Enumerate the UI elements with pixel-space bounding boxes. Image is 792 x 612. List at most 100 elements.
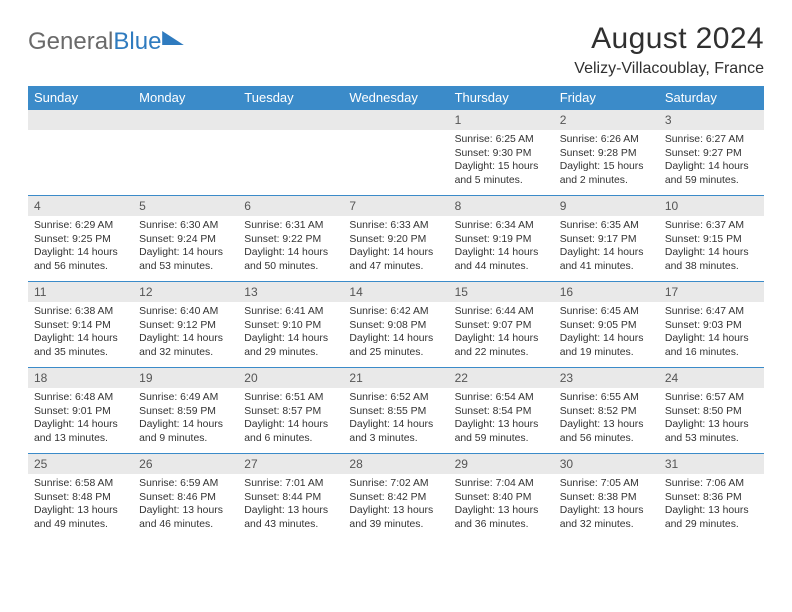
weekday-row: SundayMondayTuesdayWednesdayThursdayFrid…: [28, 86, 764, 110]
calendar-cell: 21Sunrise: 6:52 AMSunset: 8:55 PMDayligh…: [343, 368, 448, 454]
day-number-empty: [238, 110, 343, 130]
calendar-cell: [238, 110, 343, 196]
day-content: Sunrise: 6:34 AMSunset: 9:19 PMDaylight:…: [449, 216, 554, 278]
calendar-cell: [133, 110, 238, 196]
day-number: 14: [343, 282, 448, 302]
day-number: 23: [554, 368, 659, 388]
day-number: 31: [659, 454, 764, 474]
day-number: 17: [659, 282, 764, 302]
day-number: 21: [343, 368, 448, 388]
day-number: 8: [449, 196, 554, 216]
location-label: Velizy-Villacoublay, France: [574, 60, 764, 78]
day-number: 3: [659, 110, 764, 130]
calendar-cell: 2Sunrise: 6:26 AMSunset: 9:28 PMDaylight…: [554, 110, 659, 196]
day-number: 26: [133, 454, 238, 474]
day-content: Sunrise: 6:47 AMSunset: 9:03 PMDaylight:…: [659, 302, 764, 364]
calendar-cell: 31Sunrise: 7:06 AMSunset: 8:36 PMDayligh…: [659, 454, 764, 540]
calendar-cell: 20Sunrise: 6:51 AMSunset: 8:57 PMDayligh…: [238, 368, 343, 454]
calendar-cell: 11Sunrise: 6:38 AMSunset: 9:14 PMDayligh…: [28, 282, 133, 368]
day-number: 22: [449, 368, 554, 388]
day-content: Sunrise: 7:01 AMSunset: 8:44 PMDaylight:…: [238, 474, 343, 536]
calendar-cell: 7Sunrise: 6:33 AMSunset: 9:20 PMDaylight…: [343, 196, 448, 282]
day-number: 2: [554, 110, 659, 130]
day-content: Sunrise: 6:38 AMSunset: 9:14 PMDaylight:…: [28, 302, 133, 364]
day-content: Sunrise: 6:44 AMSunset: 9:07 PMDaylight:…: [449, 302, 554, 364]
day-content: Sunrise: 6:33 AMSunset: 9:20 PMDaylight:…: [343, 216, 448, 278]
day-number: 5: [133, 196, 238, 216]
day-number: 24: [659, 368, 764, 388]
day-content: Sunrise: 6:52 AMSunset: 8:55 PMDaylight:…: [343, 388, 448, 450]
calendar-cell: 12Sunrise: 6:40 AMSunset: 9:12 PMDayligh…: [133, 282, 238, 368]
calendar-cell: 27Sunrise: 7:01 AMSunset: 8:44 PMDayligh…: [238, 454, 343, 540]
day-content: Sunrise: 6:45 AMSunset: 9:05 PMDaylight:…: [554, 302, 659, 364]
day-content: Sunrise: 7:02 AMSunset: 8:42 PMDaylight:…: [343, 474, 448, 536]
day-number: 28: [343, 454, 448, 474]
calendar-cell: 30Sunrise: 7:05 AMSunset: 8:38 PMDayligh…: [554, 454, 659, 540]
day-number: 6: [238, 196, 343, 216]
calendar-cell: 8Sunrise: 6:34 AMSunset: 9:19 PMDaylight…: [449, 196, 554, 282]
calendar-cell: [28, 110, 133, 196]
calendar-cell: 18Sunrise: 6:48 AMSunset: 9:01 PMDayligh…: [28, 368, 133, 454]
day-content: Sunrise: 6:42 AMSunset: 9:08 PMDaylight:…: [343, 302, 448, 364]
day-number-empty: [133, 110, 238, 130]
day-content: Sunrise: 7:06 AMSunset: 8:36 PMDaylight:…: [659, 474, 764, 536]
day-content: Sunrise: 6:40 AMSunset: 9:12 PMDaylight:…: [133, 302, 238, 364]
calendar-cell: 13Sunrise: 6:41 AMSunset: 9:10 PMDayligh…: [238, 282, 343, 368]
calendar-cell: 14Sunrise: 6:42 AMSunset: 9:08 PMDayligh…: [343, 282, 448, 368]
day-content: Sunrise: 6:57 AMSunset: 8:50 PMDaylight:…: [659, 388, 764, 450]
calendar-cell: 22Sunrise: 6:54 AMSunset: 8:54 PMDayligh…: [449, 368, 554, 454]
calendar-cell: 19Sunrise: 6:49 AMSunset: 8:59 PMDayligh…: [133, 368, 238, 454]
day-content: Sunrise: 6:59 AMSunset: 8:46 PMDaylight:…: [133, 474, 238, 536]
brand-sail-icon: [163, 31, 185, 45]
calendar-row: 4Sunrise: 6:29 AMSunset: 9:25 PMDaylight…: [28, 196, 764, 282]
day-content: Sunrise: 6:54 AMSunset: 8:54 PMDaylight:…: [449, 388, 554, 450]
day-content: Sunrise: 7:04 AMSunset: 8:40 PMDaylight:…: [449, 474, 554, 536]
day-content: Sunrise: 6:49 AMSunset: 8:59 PMDaylight:…: [133, 388, 238, 450]
day-content: Sunrise: 6:51 AMSunset: 8:57 PMDaylight:…: [238, 388, 343, 450]
weekday-header: Monday: [133, 86, 238, 110]
calendar-cell: 1Sunrise: 6:25 AMSunset: 9:30 PMDaylight…: [449, 110, 554, 196]
brand-logo: GeneralBlue: [28, 28, 182, 56]
calendar-cell: 25Sunrise: 6:58 AMSunset: 8:48 PMDayligh…: [28, 454, 133, 540]
weekday-header: Wednesday: [343, 86, 448, 110]
day-number: 30: [554, 454, 659, 474]
day-content: Sunrise: 6:27 AMSunset: 9:27 PMDaylight:…: [659, 130, 764, 192]
calendar-cell: [343, 110, 448, 196]
calendar-cell: 26Sunrise: 6:59 AMSunset: 8:46 PMDayligh…: [133, 454, 238, 540]
day-number: 20: [238, 368, 343, 388]
day-number: 18: [28, 368, 133, 388]
calendar-thead: SundayMondayTuesdayWednesdayThursdayFrid…: [28, 86, 764, 110]
day-number-empty: [28, 110, 133, 130]
day-number: 29: [449, 454, 554, 474]
day-content: Sunrise: 6:37 AMSunset: 9:15 PMDaylight:…: [659, 216, 764, 278]
title-block: August 2024 Velizy-Villacoublay, France: [574, 22, 764, 78]
day-content: Sunrise: 6:26 AMSunset: 9:28 PMDaylight:…: [554, 130, 659, 192]
day-content: Sunrise: 6:31 AMSunset: 9:22 PMDaylight:…: [238, 216, 343, 278]
calendar-cell: 17Sunrise: 6:47 AMSunset: 9:03 PMDayligh…: [659, 282, 764, 368]
day-content: Sunrise: 6:35 AMSunset: 9:17 PMDaylight:…: [554, 216, 659, 278]
day-number: 4: [28, 196, 133, 216]
month-title: August 2024: [574, 22, 764, 56]
calendar-cell: 3Sunrise: 6:27 AMSunset: 9:27 PMDaylight…: [659, 110, 764, 196]
calendar-cell: 5Sunrise: 6:30 AMSunset: 9:24 PMDaylight…: [133, 196, 238, 282]
page-header: GeneralBlue August 2024 Velizy-Villacoub…: [28, 22, 764, 78]
calendar-cell: 16Sunrise: 6:45 AMSunset: 9:05 PMDayligh…: [554, 282, 659, 368]
weekday-header: Saturday: [659, 86, 764, 110]
calendar-row: 1Sunrise: 6:25 AMSunset: 9:30 PMDaylight…: [28, 110, 764, 196]
calendar-cell: 4Sunrise: 6:29 AMSunset: 9:25 PMDaylight…: [28, 196, 133, 282]
brand-part2: Blue: [113, 28, 161, 56]
day-number: 19: [133, 368, 238, 388]
calendar-cell: 6Sunrise: 6:31 AMSunset: 9:22 PMDaylight…: [238, 196, 343, 282]
calendar-cell: 24Sunrise: 6:57 AMSunset: 8:50 PMDayligh…: [659, 368, 764, 454]
day-content: Sunrise: 6:29 AMSunset: 9:25 PMDaylight:…: [28, 216, 133, 278]
day-content: Sunrise: 6:25 AMSunset: 9:30 PMDaylight:…: [449, 130, 554, 192]
calendar-cell: 10Sunrise: 6:37 AMSunset: 9:15 PMDayligh…: [659, 196, 764, 282]
day-content: Sunrise: 6:58 AMSunset: 8:48 PMDaylight:…: [28, 474, 133, 536]
day-content: Sunrise: 7:05 AMSunset: 8:38 PMDaylight:…: [554, 474, 659, 536]
calendar-cell: 28Sunrise: 7:02 AMSunset: 8:42 PMDayligh…: [343, 454, 448, 540]
calendar-row: 18Sunrise: 6:48 AMSunset: 9:01 PMDayligh…: [28, 368, 764, 454]
calendar-cell: 29Sunrise: 7:04 AMSunset: 8:40 PMDayligh…: [449, 454, 554, 540]
weekday-header: Sunday: [28, 86, 133, 110]
day-content: Sunrise: 6:48 AMSunset: 9:01 PMDaylight:…: [28, 388, 133, 450]
day-number: 16: [554, 282, 659, 302]
